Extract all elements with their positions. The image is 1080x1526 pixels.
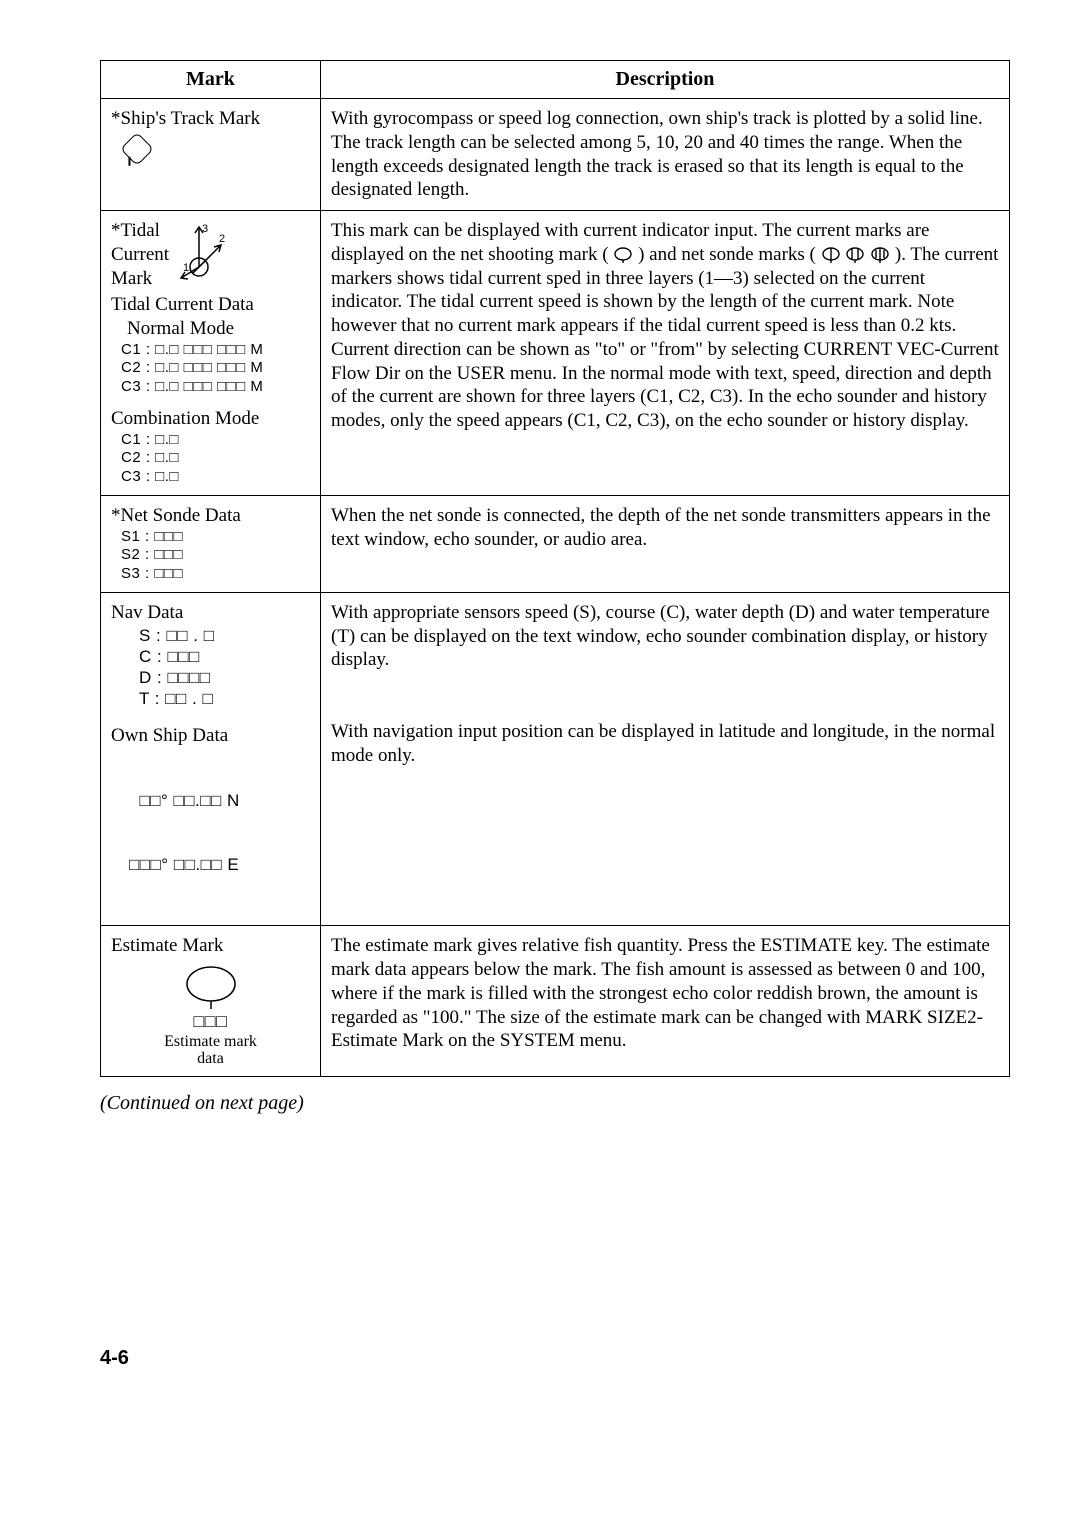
continued-text: (Continued on next page) (100, 1091, 1010, 1116)
inline-oval-1-icon (821, 247, 841, 263)
row-estimate: Estimate Mark □□□ Estimate mark data The… (101, 926, 1010, 1076)
tidal-sub3: Combination Mode (111, 407, 310, 431)
own-title: Own Ship Data (111, 724, 310, 748)
tidal-desc: This mark can be displayed with current … (321, 211, 1010, 496)
tidal-sub2: Normal Mode (111, 317, 310, 341)
row-nav-own: Nav Data S : □□ . □ C : □□□ D : □□□□ T :… (101, 592, 1010, 926)
page-number: 4-6 (100, 1346, 1010, 1371)
tidal-c2: C2 : □.□ □□□ □□□ M (121, 359, 310, 378)
tidal-title-2: Current (111, 243, 169, 267)
nav-c: C : □□□ (139, 646, 310, 667)
own-lon: □□□° □□.□□ E (129, 854, 310, 875)
inline-oval-3-icon (870, 247, 890, 263)
row-net-sonde: *Net Sonde Data S1 : □□□ S2 : □□□ S3 : □… (101, 495, 1010, 592)
estimate-label2: data (111, 1050, 310, 1068)
tidal-c3: C3 : □.□ □□□ □□□ M (121, 378, 310, 397)
nav-s: S : □□ . □ (139, 625, 310, 646)
own-desc: With navigation input position can be di… (331, 720, 999, 768)
inline-oval-2-icon (845, 247, 865, 263)
nav-title: Nav Data (111, 601, 310, 625)
nav-d: D : □□□□ (139, 667, 310, 688)
own-lat: □□° □□.□□ N (129, 790, 310, 811)
ship-track-icon (120, 132, 154, 166)
tidal-cc2: C2 : □.□ (121, 449, 310, 468)
tidal-title-1: *Tidal (111, 219, 169, 243)
estimate-boxes: □□□ (111, 1010, 310, 1033)
tidal-c1: C1 : □.□ □□□ □□□ M (121, 341, 310, 360)
svg-text:1: 1 (183, 262, 189, 274)
svg-text:2: 2 (219, 233, 225, 245)
net-sonde-desc: When the net sonde is connected, the dep… (321, 495, 1010, 592)
row-tidal: *Tidal Current Mark (101, 211, 1010, 496)
row-ship-track: *Ship's Track Mark With gyrocompass or s… (101, 99, 1010, 211)
svg-text:3: 3 (202, 223, 208, 235)
estimate-oval-icon (181, 964, 241, 1010)
ship-track-title: *Ship's Track Mark (111, 107, 310, 131)
tidal-cc1: C1 : □.□ (121, 431, 310, 450)
tidal-arrows-icon: 3 2 1 (169, 221, 239, 285)
estimate-title: Estimate Mark (111, 934, 310, 958)
header-mark: Mark (101, 61, 321, 99)
tidal-cc3: C3 : □.□ (121, 468, 310, 487)
net-sonde-s3: S3 : □□□ (121, 565, 310, 584)
estimate-desc: The estimate mark gives relative fish qu… (321, 926, 1010, 1076)
tidal-sub1: Tidal Current Data (111, 293, 310, 317)
net-sonde-s1: S1 : □□□ (121, 528, 310, 547)
ship-track-desc: With gyrocompass or speed log connection… (321, 99, 1010, 211)
net-sonde-title: *Net Sonde Data (111, 504, 310, 528)
tidal-title-3: Mark (111, 267, 169, 291)
header-description: Description (321, 61, 1010, 99)
nav-t: T : □□ . □ (139, 688, 310, 709)
marks-table: Mark Description *Ship's Track Mark With… (100, 60, 1010, 1077)
nav-desc: With appropriate sensors speed (S), cour… (331, 601, 999, 672)
inline-oval-icon (613, 247, 633, 263)
estimate-label1: Estimate mark (111, 1033, 310, 1051)
net-sonde-s2: S2 : □□□ (121, 546, 310, 565)
